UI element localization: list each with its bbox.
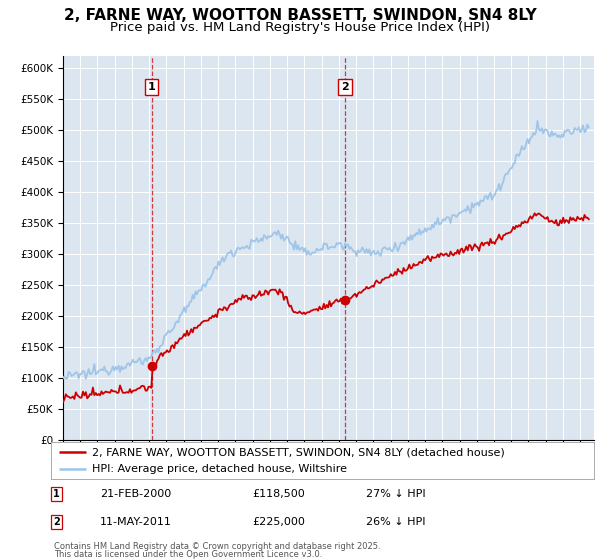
Text: 27% ↓ HPI: 27% ↓ HPI <box>366 489 425 499</box>
Text: 2, FARNE WAY, WOOTTON BASSETT, SWINDON, SN4 8LY: 2, FARNE WAY, WOOTTON BASSETT, SWINDON, … <box>64 8 536 24</box>
Text: 2, FARNE WAY, WOOTTON BASSETT, SWINDON, SN4 8LY (detached house): 2, FARNE WAY, WOOTTON BASSETT, SWINDON, … <box>92 447 505 457</box>
Text: 26% ↓ HPI: 26% ↓ HPI <box>366 517 425 527</box>
Text: This data is licensed under the Open Government Licence v3.0.: This data is licensed under the Open Gov… <box>54 550 322 559</box>
Text: Contains HM Land Registry data © Crown copyright and database right 2025.: Contains HM Land Registry data © Crown c… <box>54 542 380 551</box>
Text: 1: 1 <box>148 82 155 92</box>
Text: 1: 1 <box>53 489 60 499</box>
Text: 11-MAY-2011: 11-MAY-2011 <box>100 517 172 527</box>
Text: 2: 2 <box>341 82 349 92</box>
Text: 2: 2 <box>53 517 60 527</box>
Text: HPI: Average price, detached house, Wiltshire: HPI: Average price, detached house, Wilt… <box>92 464 347 474</box>
Text: Price paid vs. HM Land Registry's House Price Index (HPI): Price paid vs. HM Land Registry's House … <box>110 21 490 34</box>
Text: £118,500: £118,500 <box>252 489 305 499</box>
Text: £225,000: £225,000 <box>252 517 305 527</box>
Text: 21-FEB-2000: 21-FEB-2000 <box>100 489 171 499</box>
